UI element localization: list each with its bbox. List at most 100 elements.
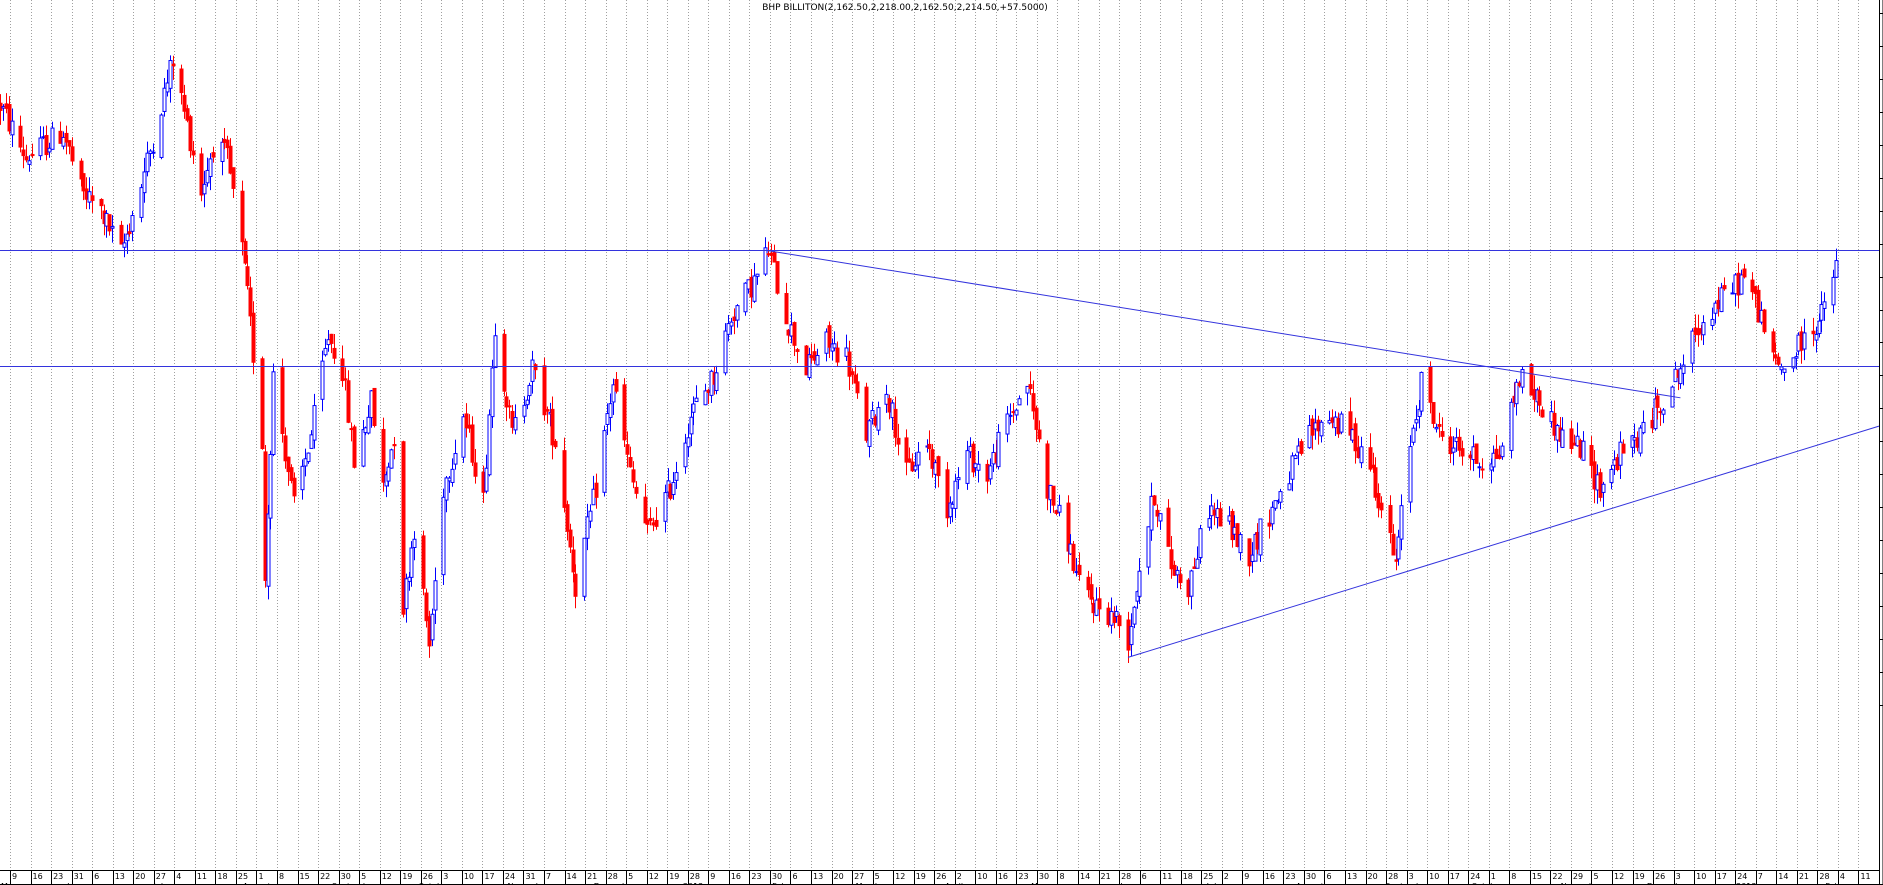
x-day-label: 29 [1573, 872, 1583, 881]
candle-down [332, 347, 337, 359]
x-day-label: 5 [361, 872, 366, 881]
candle-up [1802, 332, 1807, 350]
candle-up [1609, 468, 1614, 484]
candle-down [896, 437, 901, 445]
candle-up [683, 442, 688, 468]
candle-down [329, 333, 334, 344]
candle-up [142, 171, 147, 194]
x-day-label: 19 [916, 872, 926, 881]
candle-down [571, 549, 576, 573]
candle-up [1146, 526, 1151, 568]
x-day-label: 20 [1368, 872, 1378, 881]
candle-up [976, 463, 981, 471]
candle-up [832, 343, 837, 349]
candle-down [81, 173, 86, 192]
candle-up [1661, 409, 1666, 415]
x-day-label: 3 [1676, 872, 1681, 881]
candle-up [1419, 371, 1424, 412]
candle-up [1175, 569, 1180, 576]
x-day-label: 21 [587, 872, 597, 881]
candle-up [1794, 356, 1799, 359]
candle-down [835, 347, 840, 363]
x-day-label: 28 [1121, 872, 1131, 881]
candle-up [162, 87, 167, 112]
x-month-label: March [856, 882, 880, 885]
candle-down [1376, 493, 1381, 509]
candle-up [689, 416, 694, 435]
candle-up [1678, 368, 1683, 385]
x-month-label: August [1296, 882, 1324, 885]
x-day-label: 3 [443, 872, 448, 881]
candle-down [1474, 443, 1479, 464]
candle-up [1293, 455, 1298, 460]
candle-up [1149, 495, 1154, 531]
x-day-label: 3 [1409, 872, 1414, 881]
x-day-label: 30 [1306, 872, 1316, 881]
candle-up [208, 158, 213, 177]
candle-up [1025, 385, 1030, 394]
candle-down [107, 214, 112, 232]
candle-down [251, 312, 256, 363]
candle-up [726, 323, 731, 335]
x-day-label: 19 [669, 872, 679, 881]
candle-up [1791, 357, 1796, 369]
candle-down [343, 378, 348, 381]
candle-up [1014, 409, 1019, 416]
candle-up [1278, 491, 1283, 503]
x-month-label: November [507, 882, 549, 885]
candle-down [634, 486, 639, 494]
x-day-label: 30 [772, 872, 782, 881]
candle-up [389, 449, 394, 469]
x-month-label: December [594, 882, 636, 885]
candle-down [1621, 443, 1626, 454]
candle-up [1638, 427, 1643, 454]
candle-up [723, 330, 728, 374]
candle-up [1290, 455, 1295, 480]
candle-up [386, 466, 391, 482]
x-day-label: 24 [1470, 872, 1480, 881]
candle-down [927, 443, 932, 449]
candle-down [30, 154, 35, 157]
x-day-label: 20 [135, 872, 145, 881]
candle-down [424, 592, 429, 622]
candle-up [1817, 320, 1822, 334]
candle-up [953, 480, 958, 509]
x-day-label: 8 [1059, 872, 1064, 881]
x-month-label: February [1825, 882, 1861, 885]
x-day-label: 21 [1101, 872, 1111, 881]
x-day-label: 9 [710, 872, 715, 881]
candle-down [850, 371, 855, 375]
candle-up [956, 477, 961, 481]
x-day-label: 5 [1593, 872, 1598, 881]
x-month-label: August [243, 882, 271, 885]
candle-up [27, 160, 32, 165]
candle-up [266, 513, 271, 587]
trendlines [0, 249, 1880, 658]
candle-down [280, 367, 285, 435]
candle-up [1719, 287, 1724, 313]
x-day-label: 4 [1840, 872, 1845, 881]
candle-down [231, 167, 236, 189]
x-day-label: 19 [402, 872, 412, 881]
x-tick-labels: 9 16 23 31 6 13 20 27 4 11 18 25 1 8 15 22 30 5 12 19 26 3 10 1… [1, 870, 1871, 885]
candle-down [1117, 615, 1122, 627]
candle-down [631, 469, 636, 483]
x-day-label: 12 [382, 872, 392, 881]
candle-up [441, 496, 446, 576]
candle-down [1299, 441, 1304, 454]
x-day-label: 17 [1717, 872, 1727, 881]
candle-down [1379, 502, 1384, 511]
candle-down [622, 384, 627, 441]
x-day-label: 10 [977, 872, 987, 881]
x-day-label: 9 [1244, 872, 1249, 881]
candle-down [1750, 279, 1755, 293]
x-day-label: 27 [854, 872, 864, 881]
candle-down [507, 405, 512, 408]
candle-up [1132, 606, 1137, 625]
candle-up [433, 580, 438, 611]
candle-up [815, 354, 820, 366]
candle-down [179, 68, 184, 94]
candle-up [1017, 398, 1022, 406]
candle-up [755, 273, 760, 277]
candlesticks [0, 55, 1839, 664]
